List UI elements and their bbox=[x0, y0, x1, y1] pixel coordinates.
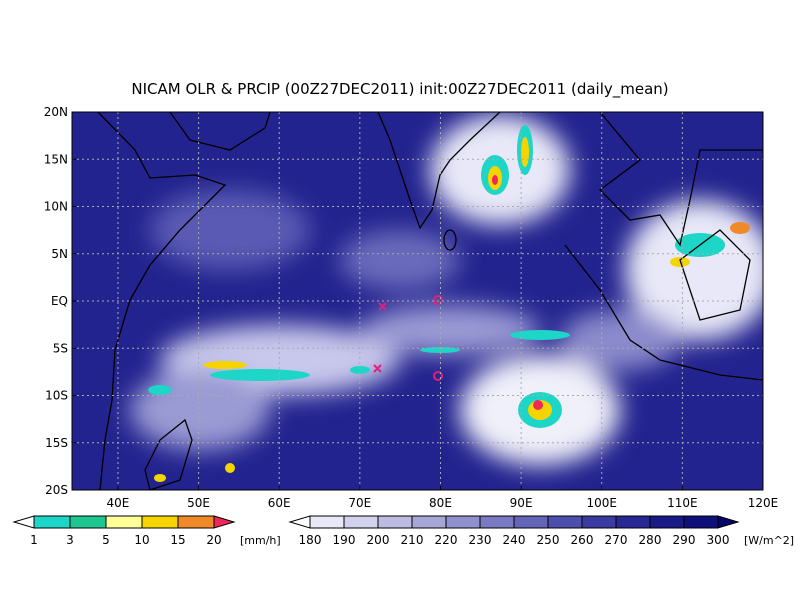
legend-box bbox=[411, 515, 447, 529]
legend-box bbox=[343, 515, 379, 529]
x-tick-label: 70E bbox=[348, 496, 371, 510]
legend-unit: [W/m^2] bbox=[744, 534, 794, 547]
legend-label: 200 bbox=[367, 533, 390, 547]
x-tick-label: 90E bbox=[510, 496, 533, 510]
legend-box bbox=[547, 515, 583, 529]
legend-box bbox=[33, 515, 71, 529]
legend-box bbox=[513, 515, 549, 529]
y-tick-label: EQ bbox=[51, 294, 68, 308]
legend-label: 250 bbox=[537, 533, 560, 547]
legend-box bbox=[615, 515, 651, 529]
legend-box bbox=[377, 515, 413, 529]
legend-label: 10 bbox=[134, 533, 149, 547]
legend-box bbox=[105, 515, 143, 529]
legend-arrow-high bbox=[213, 515, 236, 529]
legend-label: 15 bbox=[170, 533, 185, 547]
legend-box bbox=[445, 515, 481, 529]
title: NICAM OLR & PRCIP (00Z27DEC2011) init:00… bbox=[131, 80, 668, 99]
map-field bbox=[72, 112, 763, 490]
legend-label: 20 bbox=[206, 533, 221, 547]
legend-label: 1 bbox=[30, 533, 38, 547]
legend-label: 270 bbox=[605, 533, 628, 547]
y-tick-label: 10S bbox=[45, 389, 68, 403]
legend-label: 3 bbox=[66, 533, 74, 547]
legend-box bbox=[649, 515, 685, 529]
legend-label: 230 bbox=[469, 533, 492, 547]
x-tick-label: 100E bbox=[586, 496, 617, 510]
legend-arrow-high bbox=[717, 515, 740, 529]
legend-unit: [mm/h] bbox=[240, 534, 281, 547]
coastlines bbox=[97, 112, 763, 490]
legend-box bbox=[581, 515, 617, 529]
legend-arrow-low bbox=[288, 515, 311, 529]
legend-box bbox=[69, 515, 107, 529]
legend-box bbox=[479, 515, 515, 529]
legend-box bbox=[177, 515, 215, 529]
legend-box bbox=[309, 515, 345, 529]
legend-label: 300 bbox=[707, 533, 730, 547]
precip bbox=[148, 125, 750, 482]
legend-label: 240 bbox=[503, 533, 526, 547]
legend-label: 180 bbox=[299, 533, 322, 547]
legend-label: 290 bbox=[673, 533, 696, 547]
y-tick-label: 15S bbox=[45, 436, 68, 450]
legend-label: 210 bbox=[401, 533, 424, 547]
legend-box bbox=[141, 515, 179, 529]
x-tick-label: 60E bbox=[268, 496, 291, 510]
x-tick-label: 40E bbox=[107, 496, 130, 510]
y-tick-label: 5S bbox=[53, 341, 68, 355]
legend-label: 220 bbox=[435, 533, 458, 547]
legend-label: 260 bbox=[571, 533, 594, 547]
x-tick-label: 50E bbox=[187, 496, 210, 510]
x-tick-label: 80E bbox=[429, 496, 452, 510]
y-tick-label: 5N bbox=[51, 247, 68, 261]
legend-box bbox=[683, 515, 719, 529]
x-tick-label: 120E bbox=[748, 496, 779, 510]
legend-arrow-low bbox=[12, 515, 35, 529]
legend-label: 190 bbox=[333, 533, 356, 547]
legend-label: 5 bbox=[102, 533, 110, 547]
y-tick-label: 10N bbox=[44, 200, 68, 214]
legend-label: 280 bbox=[639, 533, 662, 547]
y-tick-label: 20S bbox=[45, 483, 68, 497]
markers bbox=[373, 295, 443, 381]
y-tick-label: 20N bbox=[44, 105, 68, 119]
y-tick-label: 15N bbox=[44, 152, 68, 166]
x-tick-label: 110E bbox=[667, 496, 698, 510]
